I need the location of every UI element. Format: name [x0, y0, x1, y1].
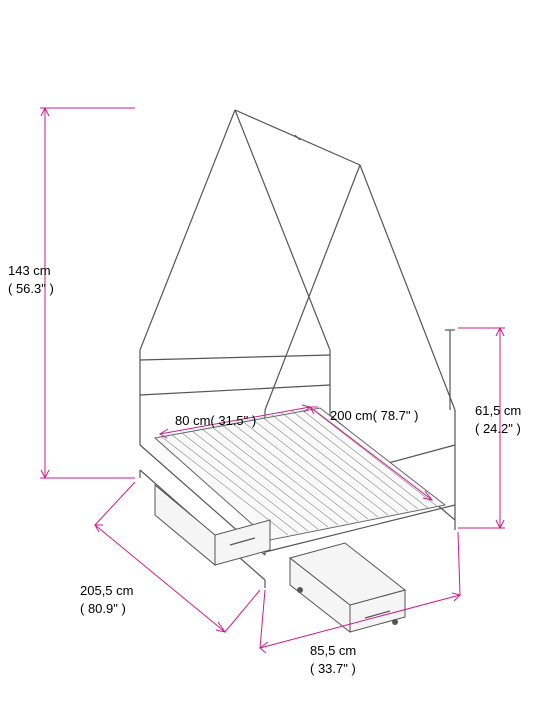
label-width-in: ( 33.7" ) — [310, 661, 356, 676]
label-innerwid: 80 cm( 31.5" ) — [175, 413, 256, 428]
label-side-cm: 61,5 cm — [475, 403, 521, 418]
label-width-cm: 85,5 cm — [310, 643, 356, 658]
drawer-right — [290, 543, 405, 632]
label-height-in: ( 56.3" ) — [8, 281, 54, 296]
dimension-lines — [40, 108, 505, 653]
label-length-in: ( 80.9" ) — [80, 601, 126, 616]
dimension-diagram: 143 cm ( 56.3" ) 61,5 cm ( 24.2" ) 205,5… — [0, 0, 540, 720]
label-innerlen: 200 cm( 78.7" ) — [330, 408, 418, 423]
label-length-cm: 205,5 cm — [80, 583, 133, 598]
label-side-in: ( 24.2" ) — [475, 421, 521, 436]
label-height-cm: 143 cm — [8, 263, 51, 278]
bed-frame — [140, 110, 455, 632]
